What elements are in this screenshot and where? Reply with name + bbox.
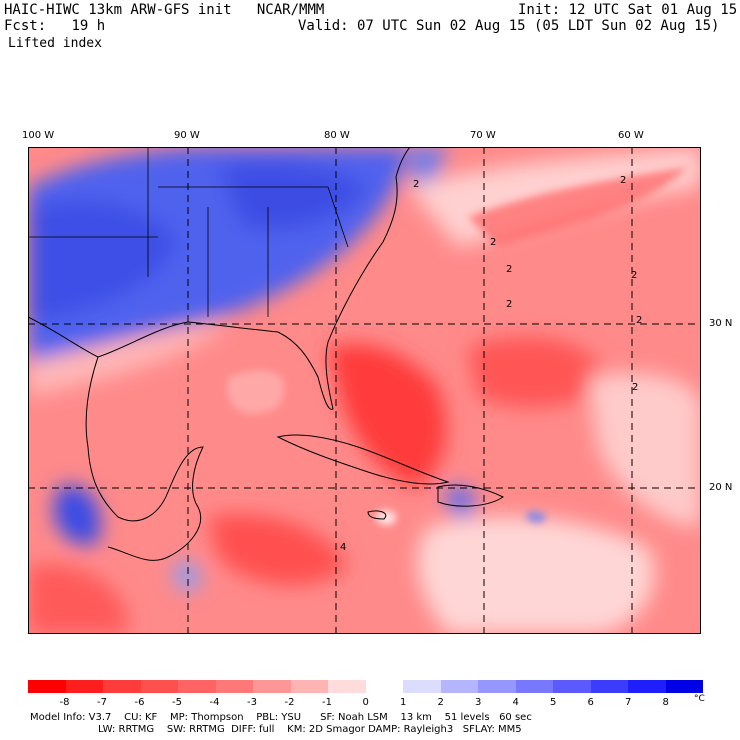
unstable-streak-atlantic xyxy=(468,167,688,247)
colorbar-swatch xyxy=(328,680,366,693)
unstable-core-bahamas xyxy=(328,343,447,487)
contour-label: 2 xyxy=(632,382,638,393)
model-info-line1: Model Info: V3.7 CU: KF MP: Thompson PBL… xyxy=(30,712,532,723)
variable-name: Lifted index xyxy=(8,36,102,51)
lon-label-70w: 70 W xyxy=(470,130,496,141)
hispaniola-coastline xyxy=(437,484,504,507)
colorbar-swatch xyxy=(140,680,178,693)
transition-band-gulf xyxy=(28,322,228,397)
colorbar-tick-label: -7 xyxy=(97,697,107,708)
colorbar-tick-label: -3 xyxy=(247,697,257,708)
contour-label: 2 xyxy=(506,264,512,275)
stable-spot-hispaniola xyxy=(446,486,476,518)
colorbar-tick-label: 3 xyxy=(475,697,482,708)
colorbar-swatch xyxy=(440,680,478,693)
colorbar-unit: °C xyxy=(694,694,705,704)
contour-label: 2 xyxy=(636,315,642,326)
contour-label: 2 xyxy=(413,179,419,190)
neutral-streak-gulf xyxy=(227,370,285,414)
lon-label-90w: 90 W xyxy=(174,130,200,141)
colorbar-swatch xyxy=(65,680,103,693)
colorbar-tick-label: 2 xyxy=(437,697,444,708)
header-forecast-hour: Fcst: 19 h xyxy=(4,18,106,34)
colorbar-swatch xyxy=(665,680,703,693)
neutral-spot-jamaica xyxy=(376,510,397,525)
colorbar-swatch xyxy=(178,680,216,693)
header-valid-time: Valid: 07 UTC Sun 02 Aug 15 (05 LDT Sun … xyxy=(298,18,720,34)
lon-label-100w: 100 W xyxy=(22,130,55,141)
colorbar-tick-label: 8 xyxy=(662,697,669,708)
colorbar-tick-label: 5 xyxy=(550,697,557,708)
colorbar-swatch xyxy=(478,680,516,693)
colorbar-swatch xyxy=(103,680,141,693)
stable-region-central-america xyxy=(53,485,101,546)
neutral-region-caribbean xyxy=(417,516,655,634)
colorbar-tick-label: 1 xyxy=(400,697,407,708)
us-state-borders xyxy=(28,147,349,317)
unstable-region-pacific xyxy=(28,564,128,634)
lon-label-80w: 80 W xyxy=(324,130,350,141)
colorbar-tick-label: -5 xyxy=(172,697,182,708)
colorbar-tick-label: -1 xyxy=(322,697,332,708)
colorbar-swatch xyxy=(290,680,328,693)
header-init-time: Init: 12 UTC Sat 01 Aug 15 xyxy=(518,2,738,18)
mexico-coastline xyxy=(85,356,204,561)
stable-core-texas xyxy=(28,200,178,322)
lat-label-20n: 20 N xyxy=(709,482,733,493)
colorbar-tick-label: -6 xyxy=(134,697,145,708)
contour-label: 2 xyxy=(620,175,626,186)
stable-spot-puerto-rico xyxy=(526,511,547,523)
colorbar-tick-label: 0 xyxy=(362,697,369,708)
stable-core-southeast xyxy=(218,162,368,230)
stable-spot-honduras xyxy=(173,561,201,592)
unstable-region-atlantic xyxy=(468,337,608,408)
colorbar-swatch xyxy=(28,680,66,693)
colorbar-swatch xyxy=(553,680,591,693)
contour-label: 2 xyxy=(631,270,637,281)
colorbar-tick-label: -4 xyxy=(209,697,220,708)
contour-label: 2 xyxy=(506,299,512,310)
unstable-region-caribbean-west xyxy=(208,514,348,586)
contour-label: 2 xyxy=(490,237,496,248)
colorbar-swatch xyxy=(628,680,666,693)
map-frame xyxy=(28,147,701,634)
colorbar-swatch xyxy=(515,680,553,693)
colorbar-tick-label: -8 xyxy=(59,697,70,708)
colorbar-tick-label: 4 xyxy=(512,697,519,708)
colorbar-tick-label: -2 xyxy=(284,697,295,708)
cuba-coastline xyxy=(276,434,450,485)
neutral-region-east-atlantic xyxy=(588,373,701,527)
colorbar xyxy=(28,680,703,693)
us-gulf-atlantic-coastline xyxy=(28,147,411,410)
colorbar-swatch xyxy=(403,680,441,693)
jamaica-coastline xyxy=(367,510,387,520)
lon-label-60w: 60 W xyxy=(618,130,644,141)
colorbar-swatch xyxy=(365,680,403,693)
contour-label: 4 xyxy=(340,542,346,553)
header-model-title: HAIC-HIWC 13km ARW-GFS init NCAR/MMM xyxy=(4,2,325,18)
colorbar-swatch xyxy=(215,680,253,693)
graticule xyxy=(28,147,701,634)
lifted-index-map: 2 2 2 2 2 2 2 4 2 xyxy=(28,147,701,634)
model-info-line2: LW: RRTMG SW: RRTMG DIFF: full KM: 2D Sm… xyxy=(98,724,522,735)
lat-label-30n: 30 N xyxy=(709,318,733,329)
coastlines xyxy=(28,147,504,561)
colorbar-tick-label: 7 xyxy=(625,697,632,708)
colorbar-swatch xyxy=(590,680,628,693)
colorbar-tick-label: 6 xyxy=(587,697,594,708)
contour-labels: 2 2 2 2 2 2 2 4 2 xyxy=(340,175,642,553)
colorbar-swatch xyxy=(253,680,291,693)
